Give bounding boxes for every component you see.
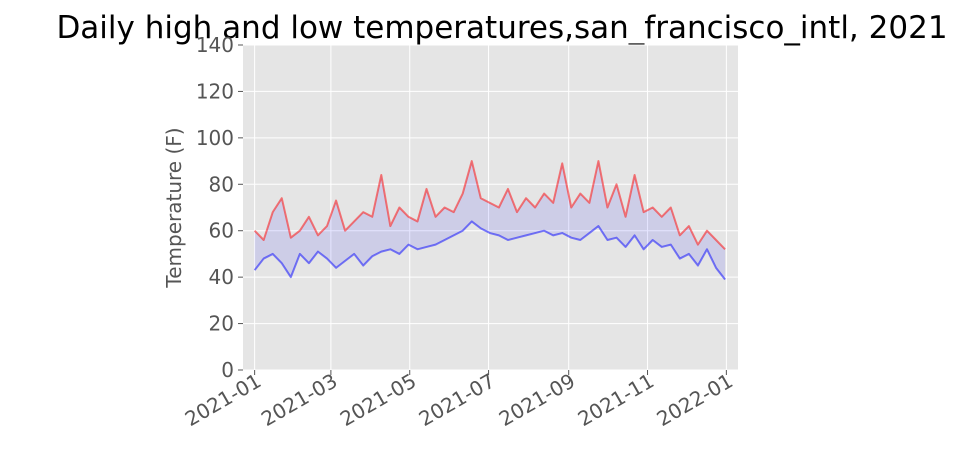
y-tick-label: 40 <box>209 265 234 289</box>
y-axis-label: Temperature (F) <box>162 127 186 288</box>
y-tick-label: 20 <box>209 312 234 336</box>
y-tick-label: 100 <box>196 126 234 150</box>
plot-area <box>243 45 738 370</box>
low-temperature-line <box>253 220 726 281</box>
chart-title: Daily high and low temperatures,san_fran… <box>56 10 947 46</box>
grid-lines <box>243 44 738 371</box>
y-tick-label: 120 <box>196 79 234 103</box>
y-axis-ticks: 0 20 40 60 80 100 120 140 <box>196 33 243 382</box>
fill-between-area <box>254 161 726 280</box>
y-tick-label: 0 <box>221 358 234 382</box>
y-tick-label: 80 <box>209 172 234 196</box>
y-tick-label: 60 <box>209 219 234 243</box>
data-series <box>253 160 726 281</box>
y-tick-label: 140 <box>196 33 234 57</box>
high-temperature-line <box>253 160 726 250</box>
